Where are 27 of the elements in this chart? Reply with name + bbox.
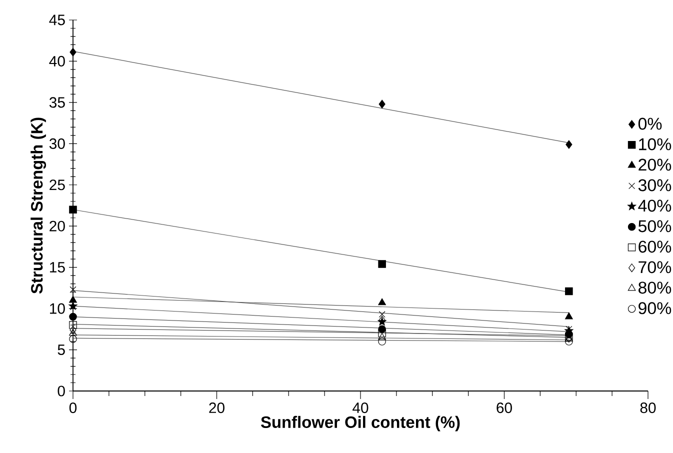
- x-tick-label: 80: [640, 402, 656, 414]
- legend-label: 10%: [639, 138, 672, 150]
- x-tick-label: 0: [69, 402, 77, 414]
- y-tick-label: 45: [49, 14, 65, 26]
- y-tick-label: 25: [50, 180, 65, 190]
- y-tick-label: 10: [50, 303, 65, 314]
- x-axis-title: Sunflower Oil content (%): [260, 416, 460, 432]
- legend-label: 20%: [638, 158, 672, 171]
- x-tick-label: 20: [209, 402, 224, 414]
- y-tick-label: 30: [49, 138, 65, 149]
- legend-label: 50%: [638, 220, 672, 232]
- legend-label: 70%: [638, 261, 672, 274]
- x-tick-label: 40: [352, 402, 368, 414]
- y-axis-title: Structural Strength (K): [30, 118, 46, 294]
- y-tick-label: 0: [58, 386, 65, 396]
- y-tick-label: 35: [49, 97, 65, 108]
- legend-label: 80%: [638, 282, 672, 294]
- x-tick-label: 60: [496, 402, 512, 414]
- y-tick-label: 15: [50, 262, 65, 273]
- y-tick-label: 20: [50, 220, 65, 232]
- legend-label: 60%: [638, 240, 672, 253]
- legend-label: 40%: [638, 200, 672, 212]
- legend-label: 90%: [638, 302, 672, 314]
- y-tick-label: 40: [49, 56, 65, 67]
- y-tick-label: 5: [58, 344, 65, 355]
- legend-label: 30%: [638, 179, 672, 192]
- legend-label: 0%: [638, 118, 662, 130]
